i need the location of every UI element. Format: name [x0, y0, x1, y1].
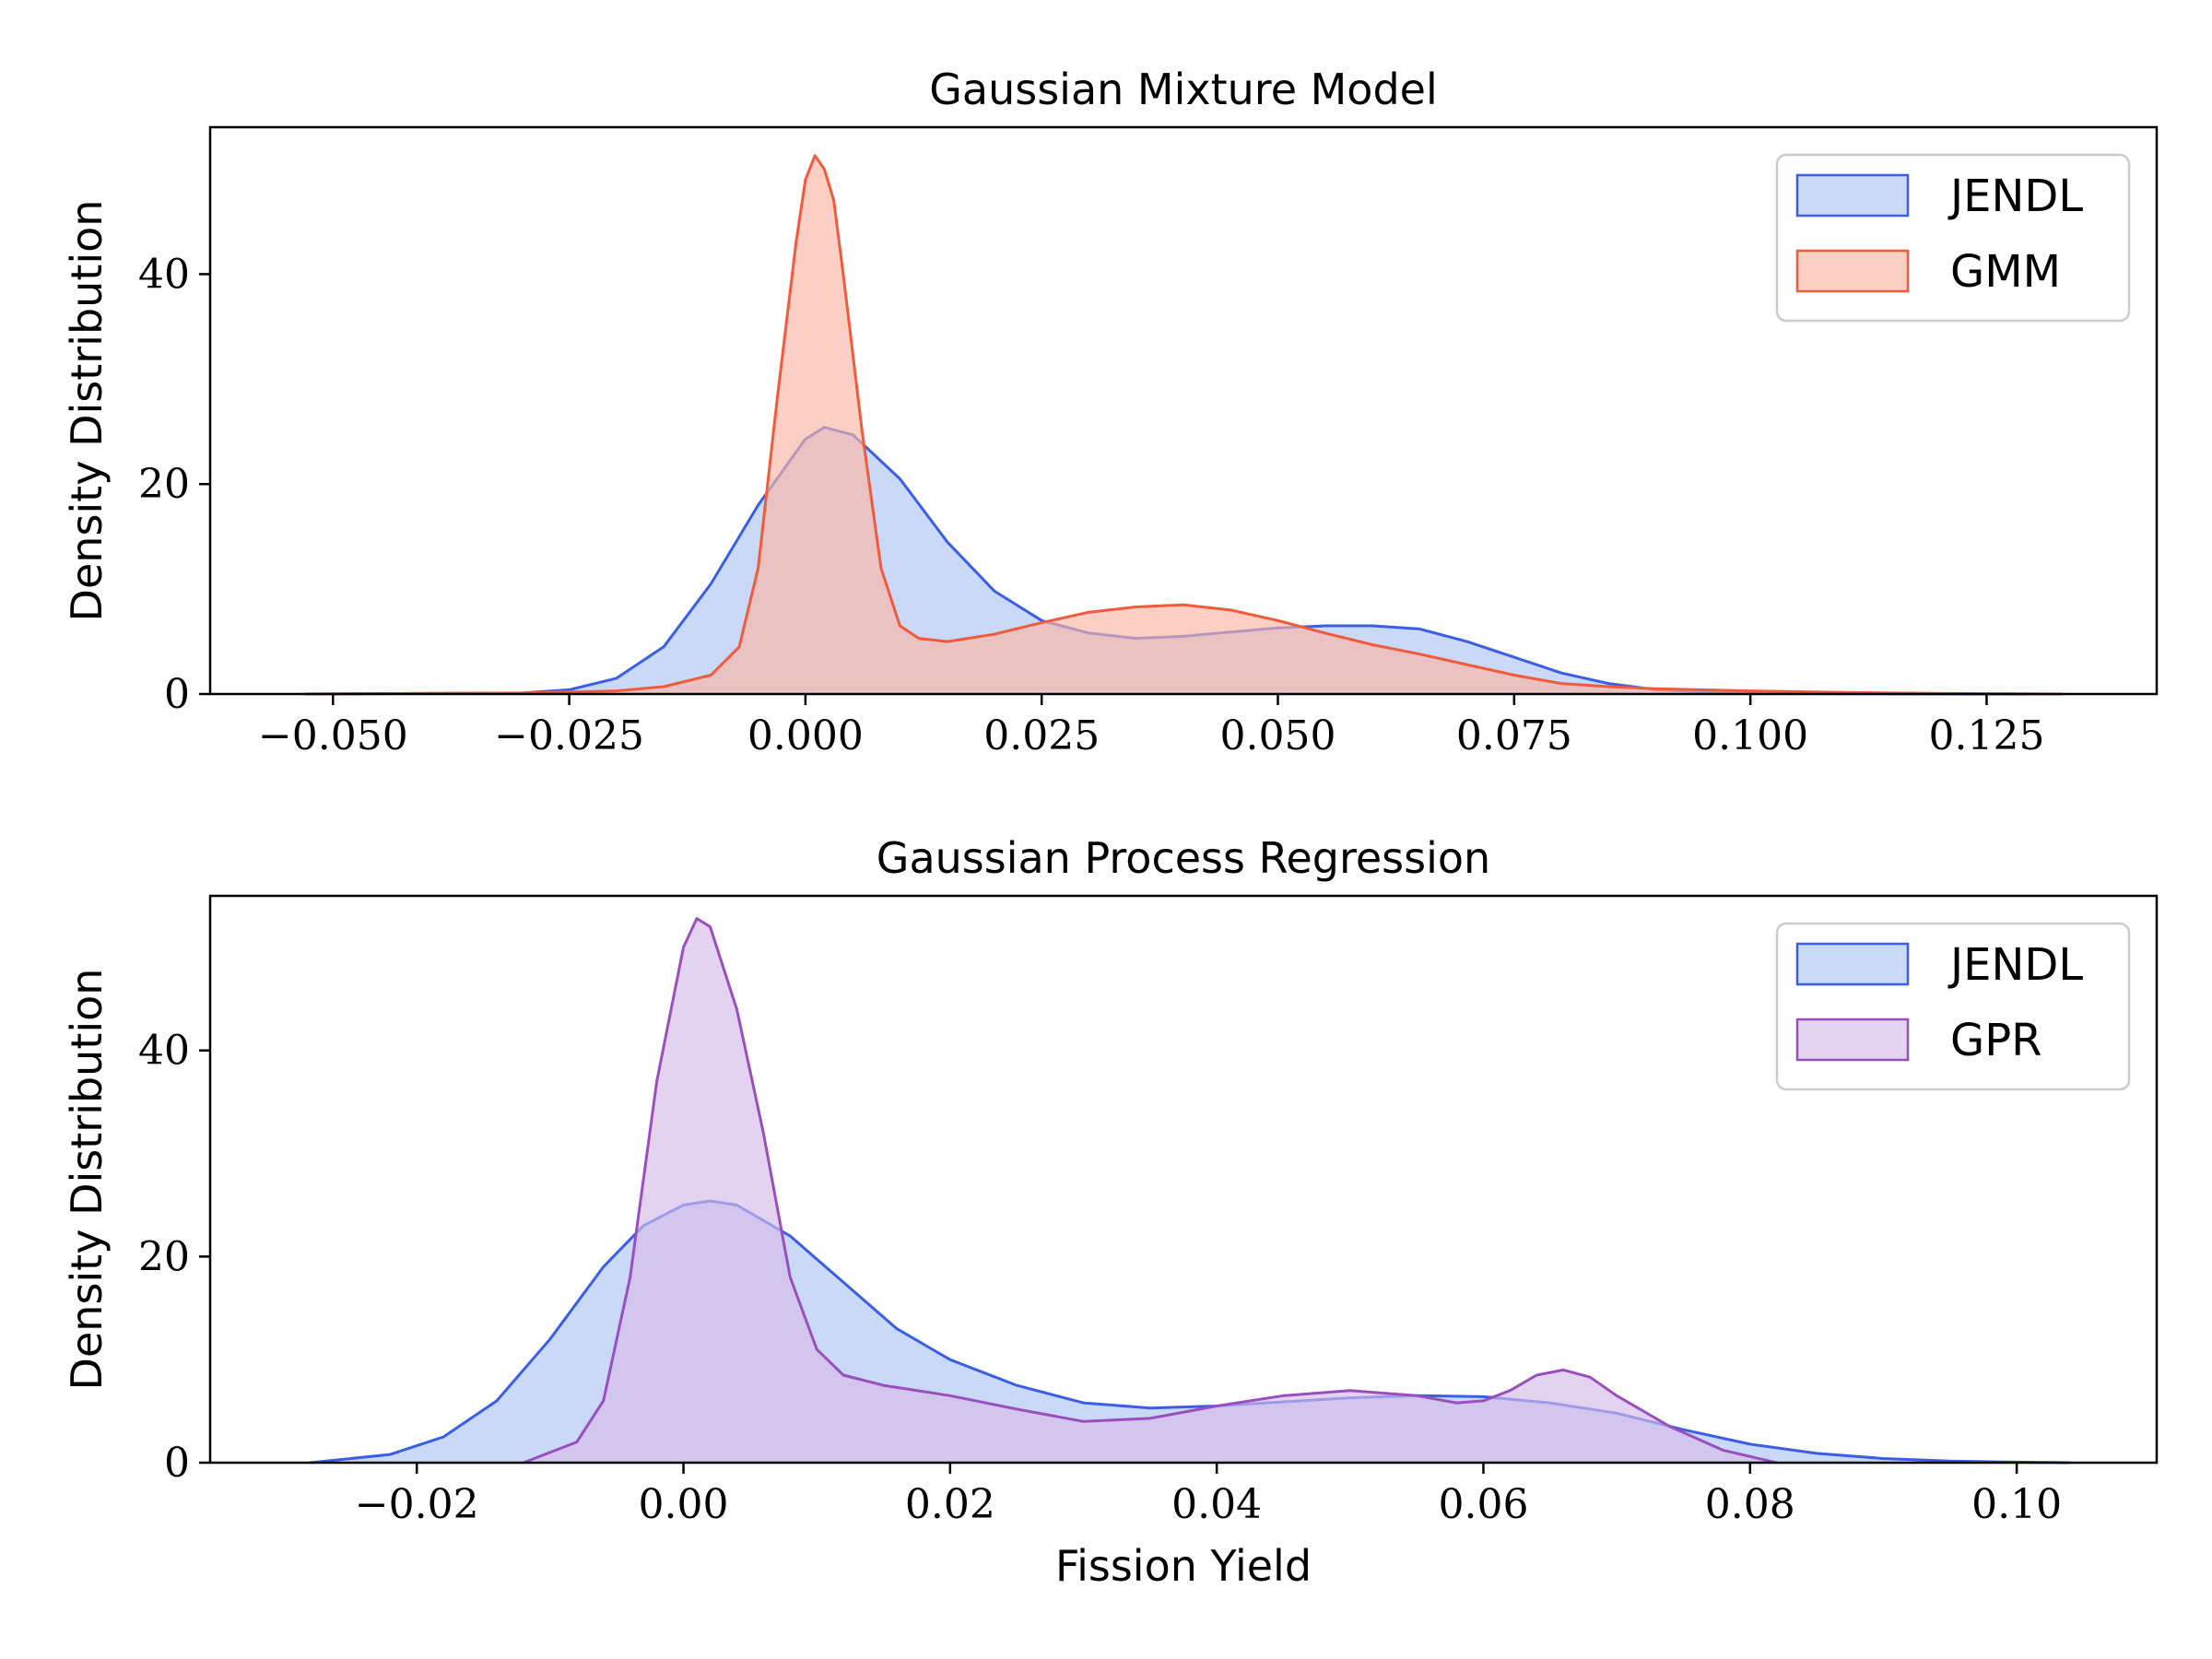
y-axis-label: Density Distribution: [62, 200, 112, 622]
legend-swatch-jendl: [1795, 942, 1910, 986]
x-tick-label: 0.100: [1692, 712, 1808, 759]
gpr-line: [523, 917, 1778, 1465]
y-tick-label: 0: [164, 1440, 190, 1487]
x-tick-label: 0.000: [747, 712, 864, 759]
x-tick-label: 0.04: [1171, 1481, 1262, 1528]
x-tick-label: 0.125: [1928, 712, 2044, 759]
gmm-panel: −0.050 −0.025 0.000 0.025 0.050 0.075 0.100 0.1…: [62, 65, 2159, 759]
plot-frame: [208, 894, 2159, 1465]
legend-label-gpr: GPR: [1950, 1015, 2042, 1066]
y-tick-label: 40: [138, 251, 190, 298]
chart-title: Gaussian Mixture Model: [929, 65, 1437, 114]
chart-title: Gaussian Process Regression: [877, 833, 1490, 883]
legend-swatch-jendl: [1795, 173, 1910, 218]
y-tick-label: 40: [138, 1028, 190, 1075]
x-tick-label: 0.02: [905, 1481, 995, 1528]
x-tick-label: 0.00: [639, 1481, 729, 1528]
legend: JENDL GMM: [1775, 153, 2131, 323]
legend-label-gmm: GMM: [1950, 246, 2061, 298]
gpr-area: [523, 918, 1777, 1463]
x-tick-label: 0.08: [1705, 1481, 1795, 1528]
legend-swatch-gmm: [1795, 249, 1910, 293]
y-tick-label: 20: [138, 1233, 190, 1280]
legend-label-jendl: JENDL: [1947, 939, 2083, 991]
legend-label-jendl: JENDL: [1947, 171, 2083, 222]
x-tick-label: −0.02: [355, 1481, 479, 1528]
x-tick-label: 0.06: [1438, 1481, 1528, 1528]
x-tick-label: −0.050: [258, 712, 408, 759]
x-tick-label: 0.10: [1971, 1481, 2062, 1528]
gpr-panel: −0.02 0.00 0.02 0.04 0.06 0.08 0.10 0 20 40 Gaussi…: [62, 833, 2159, 1591]
legend: JENDL GPR: [1775, 922, 2131, 1091]
x-tick-label: −0.025: [494, 712, 644, 759]
gmm-line: [304, 154, 2063, 696]
legend-swatch-gpr: [1795, 1018, 1910, 1062]
x-tick-label: 0.025: [983, 712, 1100, 759]
jendl-line: [310, 1199, 2071, 1465]
y-axis-label: Density Distribution: [62, 969, 112, 1391]
y-tick-label: 0: [164, 671, 190, 718]
x-tick-label: 0.075: [1456, 712, 1572, 759]
plot-frame: [208, 125, 2159, 696]
x-axis-label: Fission Yield: [1055, 1541, 1312, 1591]
x-tick-label: 0.050: [1220, 712, 1336, 759]
y-tick-label: 20: [138, 461, 190, 508]
